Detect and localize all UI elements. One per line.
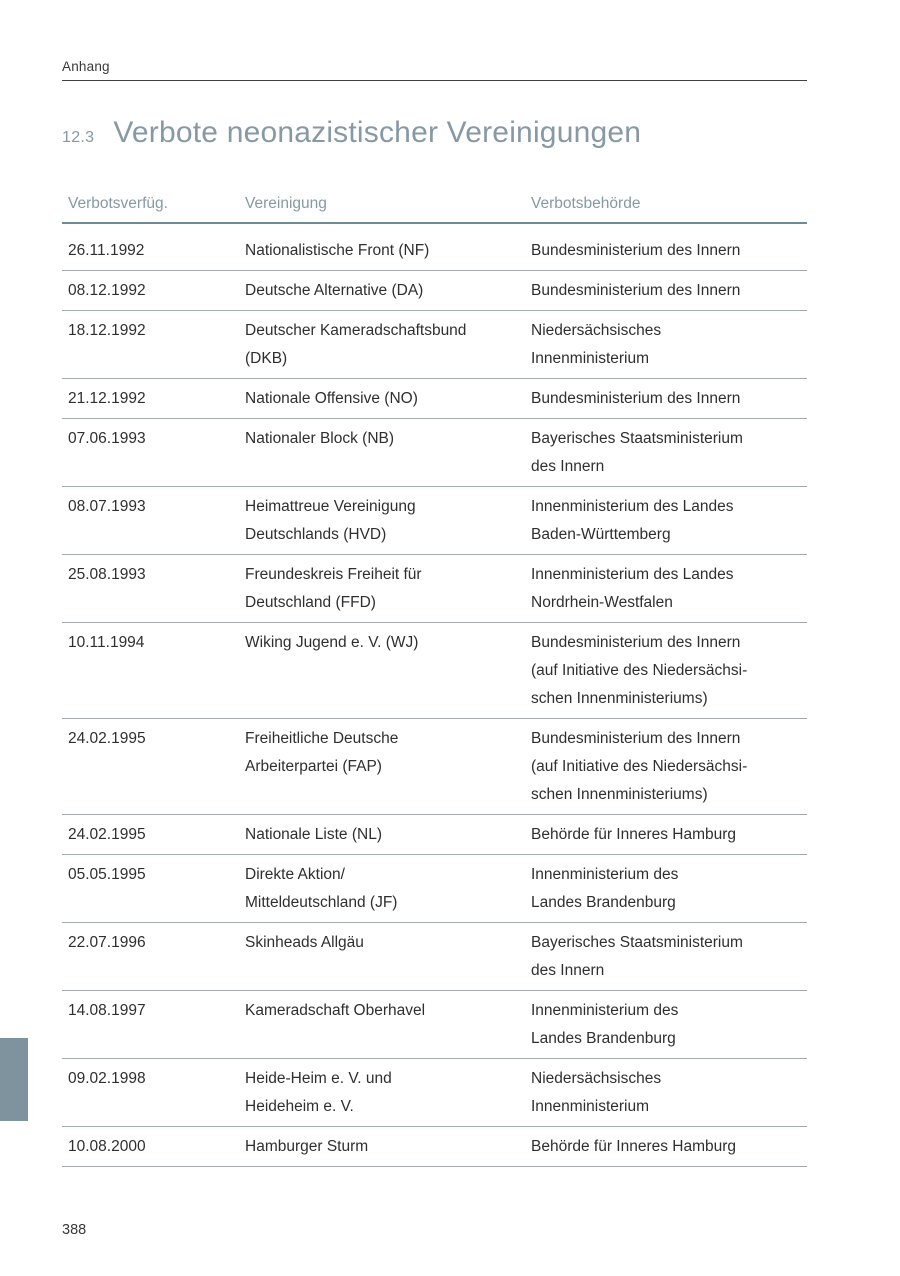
cell-verbotsbehoerde: Bundesministerium des Innern (auf Initia… xyxy=(531,730,748,803)
cell-verbotsverfuegung: 21.12.1992 xyxy=(68,390,146,407)
cell-vereinigung: Hamburger Sturm xyxy=(245,1138,369,1155)
running-header: Anhang xyxy=(62,59,807,81)
cell-vereinigung: Nationalistische Front (NF) xyxy=(245,242,430,259)
table-row: 10.11.1994 Wiking Jugend e. V. (WJ) Bund… xyxy=(62,623,807,719)
column-header-verbotsbehoerde: Verbotsbehörde xyxy=(531,195,641,212)
cell-verbotsverfuegung: 14.08.1997 xyxy=(68,1002,146,1019)
column-header-verbotsverfuegung: Verbotsverfüg. xyxy=(68,195,168,212)
cell-verbotsbehoerde: Behörde für Inneres Hamburg xyxy=(531,1138,737,1155)
running-header-label: Anhang xyxy=(62,59,110,74)
table-row: 24.02.1995 Nationale Liste (NL) Behörde … xyxy=(62,815,807,855)
cell-verbotsbehoerde: Innenministerium des Landes Brandenburg xyxy=(531,1002,679,1047)
table-row: 05.05.1995 Direkte Aktion/ Mitteldeutsch… xyxy=(62,855,807,923)
cell-verbotsverfuegung: 09.02.1998 xyxy=(68,1070,146,1087)
cell-verbotsverfuegung: 18.12.1992 xyxy=(68,322,146,339)
bans-table: Verbotsverfüg. Vereinigung Verbotsbehörd… xyxy=(62,189,807,1167)
cell-vereinigung: Direkte Aktion/ Mitteldeutschland (JF) xyxy=(245,866,398,911)
cell-verbotsverfuegung: 10.11.1994 xyxy=(68,634,145,651)
page-number: 388 xyxy=(62,1222,87,1238)
cell-verbotsbehoerde: Niedersächsisches Innenministerium xyxy=(531,322,662,367)
table-body: 26.11.1992 Nationalistische Front (NF) B… xyxy=(62,224,807,1167)
chapter-title: 12.3 Verbote neonazistischer Vereinigung… xyxy=(62,116,822,150)
table-row: 08.07.1993 Heimattreue Vereinigung Deuts… xyxy=(62,487,807,555)
cell-vereinigung: Nationale Offensive (NO) xyxy=(245,390,418,407)
cell-verbotsbehoerde: Bundesministerium des Innern (auf Initia… xyxy=(531,634,748,707)
cell-vereinigung: Skinheads Allgäu xyxy=(245,934,364,951)
table-row: 10.08.2000 Hamburger Sturm Behörde für I… xyxy=(62,1127,807,1167)
cell-verbotsbehoerde: Bundesministerium des Innern xyxy=(531,282,741,299)
table-row: 26.11.1992 Nationalistische Front (NF) B… xyxy=(62,224,807,271)
running-header-rule xyxy=(62,80,807,81)
table-header-row: Verbotsverfüg. Vereinigung Verbotsbehörd… xyxy=(62,189,807,224)
cell-verbotsbehoerde: Niedersächsisches Innenministerium xyxy=(531,1070,662,1115)
cell-vereinigung: Deutscher Kameradschaftsbund (DKB) xyxy=(245,322,467,367)
cell-vereinigung: Wiking Jugend e. V. (WJ) xyxy=(245,634,419,651)
cell-verbotsbehoerde: Innenministerium des Landes Nordrhein-We… xyxy=(531,566,734,611)
cell-verbotsverfuegung: 07.06.1993 xyxy=(68,430,146,447)
cell-verbotsverfuegung: 08.12.1992 xyxy=(68,282,146,299)
cell-verbotsverfuegung: 24.02.1995 xyxy=(68,826,146,843)
cell-verbotsbehoerde: Bundesministerium des Innern xyxy=(531,390,741,407)
cell-verbotsverfuegung: 25.08.1993 xyxy=(68,566,146,583)
table-row: 18.12.1992 Deutscher Kameradschaftsbund … xyxy=(62,311,807,379)
table-row: 08.12.1992 Deutsche Alternative (DA) Bun… xyxy=(62,271,807,311)
page-title: Verbote neonazistischer Vereinigungen xyxy=(113,116,642,149)
cell-verbotsverfuegung: 10.08.2000 xyxy=(68,1138,146,1155)
cell-vereinigung: Deutsche Alternative (DA) xyxy=(245,282,424,299)
cell-verbotsverfuegung: 05.05.1995 xyxy=(68,866,146,883)
cell-vereinigung: Freundeskreis Freiheit für Deutschland (… xyxy=(245,566,422,611)
column-header-vereinigung: Vereinigung xyxy=(245,195,327,212)
cell-verbotsbehoerde: Behörde für Inneres Hamburg xyxy=(531,826,737,843)
cell-verbotsbehoerde: Bayerisches Staatsministerium des Innern xyxy=(531,934,743,979)
cell-verbotsverfuegung: 08.07.1993 xyxy=(68,498,146,515)
table-row: 24.02.1995 Freiheitliche Deutsche Arbeit… xyxy=(62,719,807,815)
table-row: 09.02.1998 Heide-Heim e. V. und Heidehei… xyxy=(62,1059,807,1127)
cell-vereinigung: Heimattreue Vereinigung Deutschlands (HV… xyxy=(245,498,416,543)
cell-verbotsverfuegung: 26.11.1992 xyxy=(68,242,145,259)
cell-verbotsbehoerde: Bayerisches Staatsministerium des Innern xyxy=(531,430,743,475)
cell-verbotsbehoerde: Bundesministerium des Innern xyxy=(531,242,741,259)
cell-vereinigung: Freiheitliche Deutsche Arbeiterpartei (F… xyxy=(245,730,399,775)
chapter-side-tab xyxy=(0,1038,28,1121)
table-row: 22.07.1996 Skinheads Allgäu Bayerisches … xyxy=(62,923,807,991)
table-row: 25.08.1993 Freundeskreis Freiheit für De… xyxy=(62,555,807,623)
table-row: 07.06.1993 Nationaler Block (NB) Bayeris… xyxy=(62,419,807,487)
cell-verbotsbehoerde: Innenministerium des Landes Baden-Württe… xyxy=(531,498,734,543)
cell-vereinigung: Nationaler Block (NB) xyxy=(245,430,395,447)
cell-vereinigung: Heide-Heim e. V. und Heideheim e. V. xyxy=(245,1070,392,1115)
cell-verbotsverfuegung: 24.02.1995 xyxy=(68,730,146,747)
cell-vereinigung: Kameradschaft Oberhavel xyxy=(245,1002,426,1019)
table-row: 21.12.1992 Nationale Offensive (NO) Bund… xyxy=(62,379,807,419)
cell-verbotsverfuegung: 22.07.1996 xyxy=(68,934,146,951)
section-number: 12.3 xyxy=(62,129,95,146)
cell-verbotsbehoerde: Innenministerium des Landes Brandenburg xyxy=(531,866,679,911)
table-row: 14.08.1997 Kameradschaft Oberhavel Innen… xyxy=(62,991,807,1059)
cell-vereinigung: Nationale Liste (NL) xyxy=(245,826,382,843)
